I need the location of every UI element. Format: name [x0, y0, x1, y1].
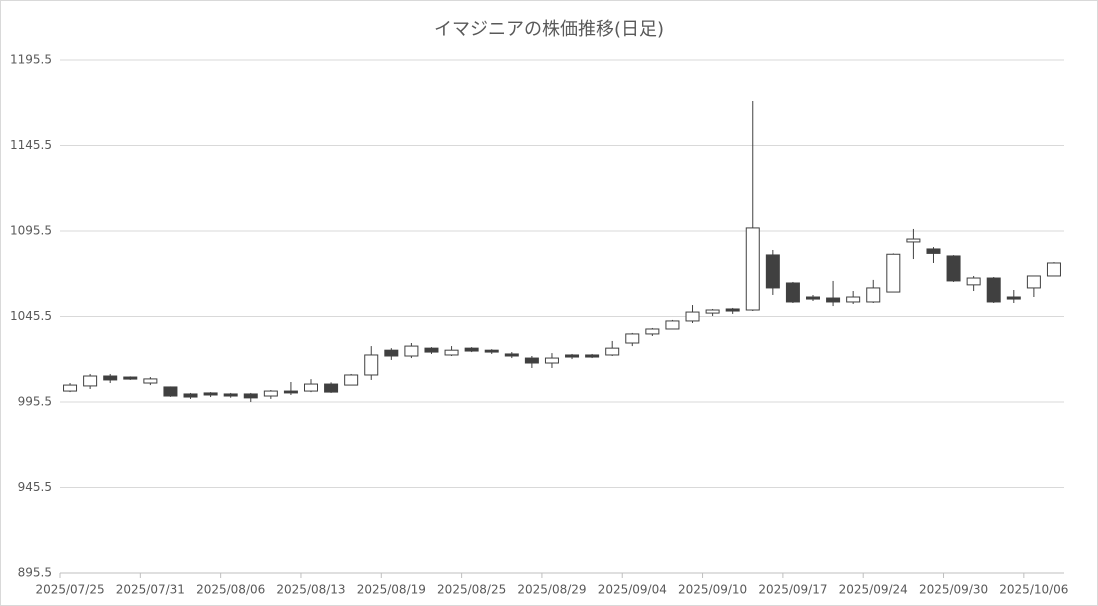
candle-body [645, 328, 660, 335]
x-tick-label: 2025/09/30 [919, 583, 988, 597]
candle-body [384, 349, 399, 357]
candle-body [344, 374, 359, 386]
candle-body [444, 349, 459, 356]
x-tick-label: 2025/09/24 [839, 583, 908, 597]
x-tick-label: 2025/09/10 [678, 583, 747, 597]
x-tick-label: 2025/09/04 [598, 583, 667, 597]
candle-body [484, 349, 499, 353]
x-tick-label: 2025/07/31 [116, 583, 185, 597]
candle-body [906, 238, 921, 243]
candle-body [685, 311, 700, 322]
x-tick-label: 2025/10/06 [999, 583, 1068, 597]
candle-body [243, 393, 258, 399]
candle-body [324, 383, 339, 393]
x-tick-label: 2025/08/19 [357, 583, 426, 597]
x-tick-label: 2025/09/17 [758, 583, 827, 597]
candle-body [745, 227, 760, 311]
candle-body [1006, 296, 1021, 300]
y-tick-label: 1045.5 [10, 309, 52, 323]
candle-body [585, 354, 600, 358]
y-tick-label: 1145.5 [10, 138, 52, 152]
x-tick-label: 2025/08/25 [437, 583, 506, 597]
candle-body [404, 345, 419, 357]
candle-body [544, 357, 559, 364]
candle-body [926, 248, 941, 254]
x-tick-label: 2025/08/13 [276, 583, 345, 597]
candle-body [966, 277, 981, 286]
y-tick-label: 1095.5 [10, 224, 52, 238]
y-tick-label: 945.5 [18, 480, 52, 494]
candle-body [785, 282, 800, 303]
candle-body [283, 390, 298, 394]
candle-body [846, 296, 861, 303]
candle-body [986, 277, 1001, 303]
candle-body [605, 347, 620, 356]
candle-body [123, 376, 138, 380]
candle-body [725, 308, 740, 312]
candle-body [886, 253, 901, 293]
x-tick-label: 2025/08/29 [517, 583, 586, 597]
candle-body [143, 378, 158, 384]
candle-body [1026, 275, 1041, 289]
candle-body [504, 353, 519, 357]
candle-body [163, 386, 178, 397]
candle-body [464, 347, 479, 352]
candle-body [183, 393, 198, 398]
candle-body [364, 354, 379, 376]
candle-body [304, 383, 318, 392]
candle-body [203, 392, 218, 396]
candle-body [103, 375, 118, 381]
candle-body [665, 320, 680, 330]
y-tick-label: 1195.5 [10, 53, 52, 67]
candle-body [765, 254, 780, 289]
candle-body [565, 354, 580, 358]
candle-body [263, 390, 278, 397]
candle-body [705, 309, 720, 314]
chart-title: イマジニアの株価推移(日足) [434, 19, 664, 40]
candle-body [424, 347, 439, 353]
candle-body [63, 384, 78, 392]
candle-body [866, 287, 881, 303]
x-tick-label: 2025/07/25 [35, 583, 104, 597]
candle-body [223, 393, 238, 397]
candle-body [1046, 262, 1061, 277]
candle-body [806, 296, 820, 300]
y-tick-label: 895.5 [18, 566, 52, 580]
y-tick-label: 995.5 [18, 395, 52, 409]
candle-body [83, 375, 98, 387]
candle-body [524, 357, 539, 364]
x-tick-label: 2025/08/06 [196, 583, 265, 597]
candle-body [625, 333, 640, 344]
candle-body [946, 255, 961, 282]
candle-body [826, 297, 841, 303]
